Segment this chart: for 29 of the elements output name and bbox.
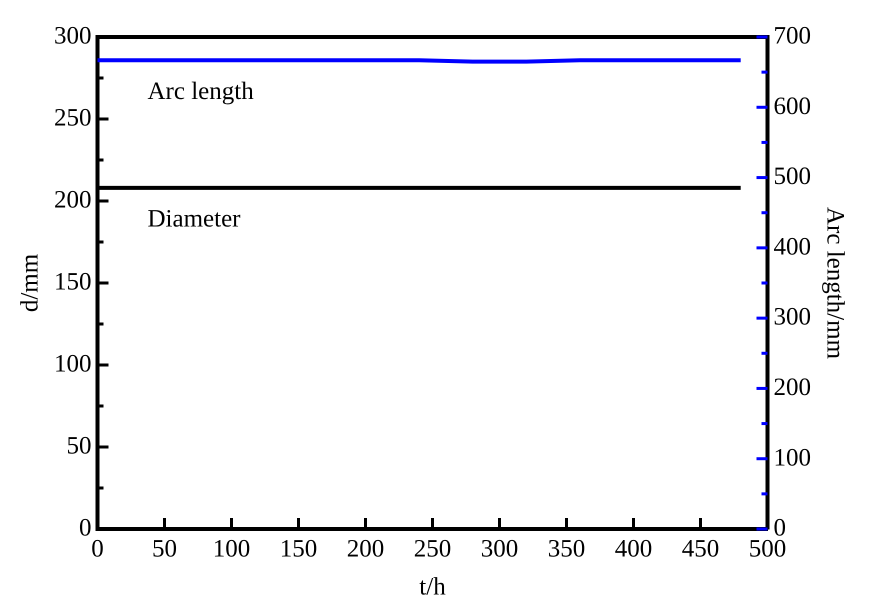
- x-tick-label: 50: [152, 536, 177, 563]
- x-tick-label: 450: [682, 536, 720, 563]
- y-tick-label: 50: [66, 432, 92, 460]
- x-tick-label: 400: [614, 536, 652, 563]
- y-tick-label: 300: [54, 22, 92, 50]
- x-tick-label: 250: [414, 536, 452, 563]
- y2-tick-label: 300: [774, 304, 811, 331]
- x-axis-title: t/h: [419, 574, 446, 601]
- annotation: Diameter: [148, 205, 242, 232]
- y2-tick-label: 600: [774, 92, 811, 120]
- y-tick-label: 200: [54, 186, 92, 214]
- y-tick-label: 150: [54, 268, 92, 296]
- x-tick-label: 500: [748, 536, 786, 563]
- y2-tick-label: 400: [774, 233, 811, 260]
- x-tick-label: 200: [346, 536, 384, 563]
- y-tick-label: 100: [54, 350, 92, 378]
- y2-axis-title: Arc length/mm: [821, 206, 848, 360]
- x-tick-label: 350: [548, 536, 586, 563]
- y-tick-label: 250: [54, 104, 92, 132]
- x-tick-label: 100: [212, 536, 250, 563]
- x-tick-label: 300: [480, 536, 518, 563]
- y2-tick-label: 100: [774, 444, 811, 472]
- y2-tick-label: 700: [774, 22, 811, 50]
- y2-tick-label: 500: [774, 163, 811, 190]
- y2-tick-label: 200: [774, 374, 811, 401]
- annotation: Arc length: [148, 78, 254, 105]
- y-axis-title: d/mm: [16, 253, 44, 312]
- x-tick-label: 150: [280, 536, 318, 563]
- y-tick-label: 0: [79, 514, 92, 542]
